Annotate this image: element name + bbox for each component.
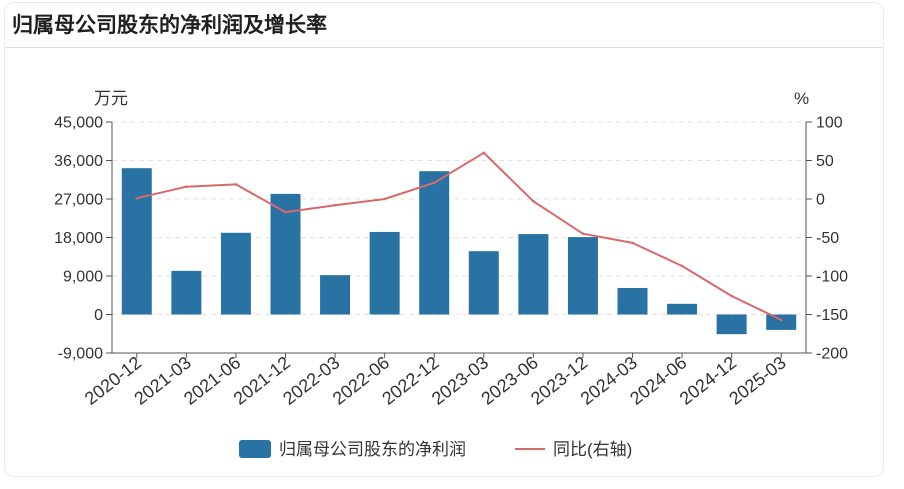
yoy-line — [136, 151, 782, 321]
legend-label-yoy: 同比(右轴) — [553, 440, 632, 459]
legend-swatch-bar — [239, 440, 271, 458]
bar-2022-06 — [369, 231, 400, 315]
legend: 归属母公司股东的净利润 同比(右轴) — [239, 440, 632, 459]
yoy-point-2020-12 — [135, 196, 139, 200]
yoy-point-2024-06 — [680, 264, 684, 268]
legend-item-yoy[interactable]: 同比(右轴) — [515, 440, 632, 459]
yoy-point-2024-03 — [631, 241, 634, 245]
yoy-point-2023-03 — [482, 151, 486, 155]
legend-label-net-profit: 归属母公司股东的净利润 — [279, 440, 466, 459]
yoy-point-2025-03 — [779, 318, 783, 322]
x-axis-tick-label: 2025-03 — [725, 352, 789, 408]
legend-item-net-profit[interactable]: 归属母公司股东的净利润 — [239, 440, 466, 459]
yoy-point-2021-06 — [234, 183, 238, 186]
yoy-point-2024-12 — [730, 294, 733, 298]
left-axis-tick-label: 18,000 — [54, 230, 103, 247]
right-axis-tick-label: 0 — [816, 192, 825, 209]
left-axis-tick-label: 27,000 — [54, 192, 103, 209]
bar-2022-12 — [419, 171, 450, 315]
right-axis-tick-label: 100 — [816, 115, 843, 132]
bar-2024-03 — [617, 287, 648, 315]
bar-2024-06 — [667, 303, 698, 315]
right-axis-unit-label: % — [794, 89, 809, 108]
bar-2023-03 — [468, 251, 499, 315]
bar-2022-03 — [320, 275, 351, 315]
bar-2021-12 — [270, 193, 301, 315]
yoy-point-2022-03 — [333, 203, 337, 207]
left-axis-tick-label: 0 — [94, 307, 103, 324]
right-axis-tick-label: -50 — [816, 230, 839, 247]
yoy-point-2023-06 — [532, 200, 535, 203]
bar-2023-12 — [567, 237, 598, 315]
yoy-point-2021-12 — [284, 210, 287, 214]
bar-2021-03 — [171, 270, 202, 315]
chart-title: 归属母公司股东的净利润及增长率 — [12, 14, 327, 37]
right-axis-tick-label: -200 — [816, 346, 848, 363]
yoy-point-2022-06 — [383, 197, 386, 201]
title-divider — [5, 47, 883, 48]
right-axis-tick-label: -100 — [816, 269, 848, 286]
yoy-point-2023-12 — [581, 232, 585, 235]
left-axis-unit-label: 万元 — [94, 89, 128, 108]
left-axis-tick-label: 9,000 — [63, 269, 103, 286]
left-axis-tick-label: 45,000 — [54, 115, 103, 132]
bar-2020-12 — [121, 168, 152, 315]
plot-area: 45,000 36,000 27,000 18,000 9,000 0 -9,000 100 5… — [54, 115, 848, 409]
yoy-point-2022-12 — [432, 181, 436, 185]
bar-2023-06 — [518, 234, 549, 315]
yoy-point-2021-03 — [185, 185, 188, 188]
bar-2021-06 — [220, 232, 251, 315]
left-axis-tick-label: 36,000 — [54, 153, 103, 170]
chart-card — [4, 2, 884, 477]
bar-2025-03 — [766, 314, 797, 330]
right-axis-tick-label: 50 — [816, 153, 834, 170]
left-axis-tick-label: -9,000 — [58, 346, 103, 363]
right-axis-tick-label: -150 — [816, 307, 848, 324]
bar-2024-12 — [716, 314, 747, 335]
